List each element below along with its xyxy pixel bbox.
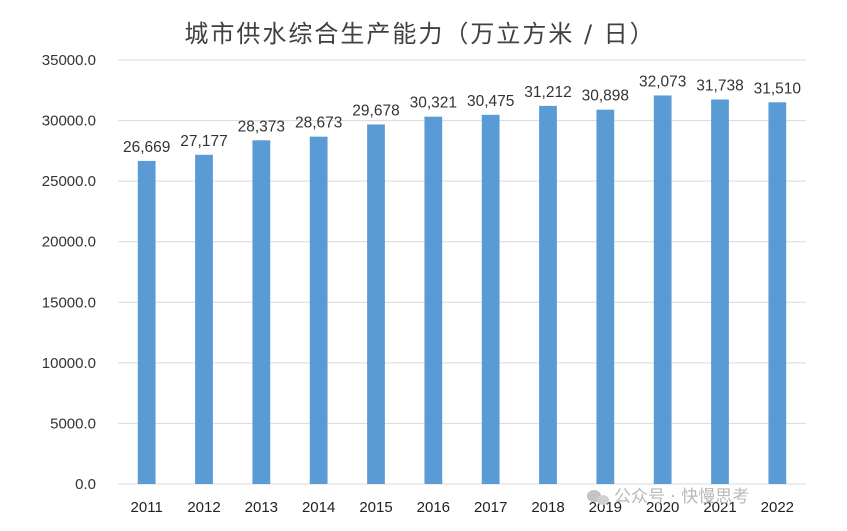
- x-tick-label: 2015: [359, 499, 392, 516]
- data-label: 30,321: [410, 95, 457, 112]
- y-tick-label: 25000.0: [42, 173, 96, 190]
- data-label: 28,373: [238, 118, 285, 135]
- data-label: 31,738: [696, 78, 743, 95]
- bar: [309, 136, 328, 484]
- y-tick-label: 15000.0: [42, 294, 96, 311]
- wechat-icon: [587, 490, 609, 505]
- gridlines: [118, 59, 806, 485]
- watermark-text: 公众号 · 快慢思考: [614, 486, 749, 507]
- x-tick-label: 2012: [187, 499, 220, 516]
- bar: [424, 116, 443, 484]
- bar: [481, 114, 500, 485]
- x-tick-label: 2014: [302, 499, 335, 516]
- y-tick-label: 5000.0: [50, 415, 96, 432]
- data-label: 30,475: [467, 93, 514, 110]
- x-tick-label: 2013: [245, 499, 278, 516]
- x-tick-label: 2021: [703, 499, 736, 516]
- y-tick-label: 35000.0: [42, 52, 96, 69]
- bar: [137, 160, 156, 484]
- x-axis-ticks: 2011 2012 2013 2014 2015 2016 2017 2018 2019 2020…: [131, 499, 794, 516]
- y-tick-label: 30000.0: [42, 113, 96, 130]
- x-tick-label: 2020: [646, 499, 679, 516]
- data-label: 29,678: [352, 102, 399, 119]
- y-tick-label: 0.0: [75, 476, 96, 493]
- data-label: 30,898: [582, 88, 629, 105]
- y-tick-label: 10000.0: [42, 355, 96, 372]
- bar: [768, 102, 787, 484]
- bars: [137, 95, 787, 485]
- chart-title: 城市供水综合生产能力（万立方米 / 日）: [184, 20, 655, 48]
- bar: [711, 99, 729, 485]
- data-label: 26,669: [123, 139, 170, 156]
- data-label: 31,510: [754, 80, 802, 97]
- bar: [195, 154, 213, 484]
- bar: [596, 109, 615, 484]
- data-labels: 26,669 27,177 28,373 28,673 29,678 30,321 30,4…: [123, 73, 801, 155]
- data-label: 31,212: [524, 84, 571, 101]
- watermark: 公众号 · 快慢思考: [587, 486, 749, 507]
- x-tick-label: 2016: [417, 499, 450, 516]
- bar: [539, 105, 557, 484]
- x-tick-label: 2022: [761, 499, 794, 516]
- x-tick-label: 2011: [131, 499, 163, 516]
- bar: [367, 124, 385, 484]
- bar: [252, 140, 271, 484]
- y-tick-label: 20000.0: [42, 234, 96, 251]
- y-axis-ticks: 0.0 5000.0 10000.0 15000.0 20000.0 25000.0 300…: [42, 52, 96, 493]
- bar: [653, 95, 672, 485]
- data-label: 27,177: [180, 133, 227, 150]
- x-tick-label: 2019: [589, 499, 622, 516]
- x-tick-label: 2017: [474, 499, 507, 516]
- data-label: 32,073: [639, 73, 686, 90]
- data-label: 28,673: [295, 115, 342, 132]
- x-tick-label: 2018: [531, 499, 564, 516]
